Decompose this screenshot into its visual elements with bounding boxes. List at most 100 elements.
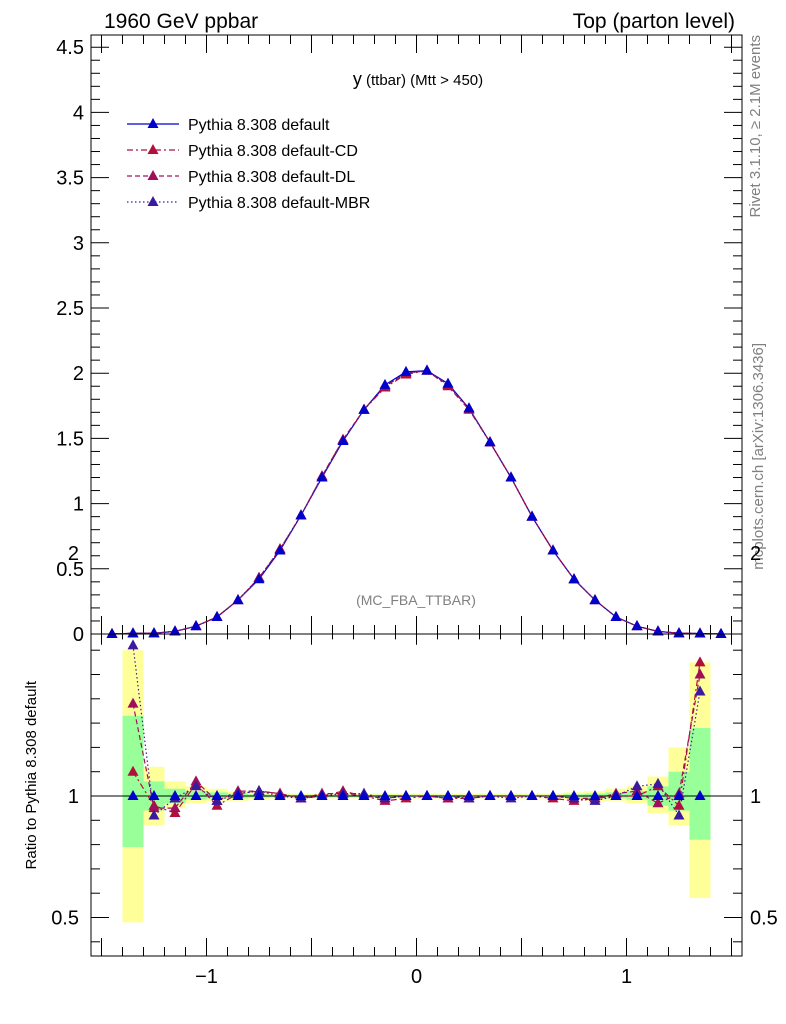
ratio-point [127,697,139,708]
ratio-point-default [400,790,412,800]
ratio-point-default [148,790,160,800]
ratio-point-default [232,790,244,800]
process-label: Top (parton level) [573,10,735,33]
ratio-point [148,802,160,813]
y-tick-label: 0.5 [56,559,84,581]
ratio-point-default [316,790,328,800]
y-tick-label: 1 [68,786,79,808]
ratio-point-default [127,790,139,800]
data-point [652,625,664,636]
y-tick-label-right: 0.5 [750,908,778,930]
data-point [694,627,706,638]
legend-marker [147,118,159,128]
ratio-point [673,809,685,820]
ratio-point [694,685,706,696]
ratio-point-default [589,790,601,800]
data-point [589,594,601,605]
x-tick-label: 0 [411,966,422,988]
ratio-point-default [358,790,370,800]
ratio-point [694,656,706,667]
data-point [400,365,412,376]
data-point [232,594,244,605]
data-point [295,509,307,520]
ratio-point-default [211,790,223,800]
ratio-point [652,797,664,808]
ratio-point [694,668,706,679]
ratio-point-default [190,790,202,800]
data-point [421,364,433,375]
legend-marker [147,144,159,154]
ratio-point-default [505,790,517,800]
x-axis: −1 0 1 [101,634,732,988]
ratio-point-default [652,790,664,800]
x-tick-label: −1 [195,966,218,988]
data-point [274,544,286,555]
main-panel: 0 0.5 1 1.5 2 2.5 3 3.5 4 4.5 y (ttbar) (Mtt > 45… [56,34,743,646]
ratio-line [132,662,701,814]
data-point [169,625,181,636]
ratio-point [127,765,139,776]
data-point [358,403,370,414]
data-point [148,627,160,638]
y-tick-label: 1 [73,494,84,516]
data-point [610,611,622,622]
ratio-point-default [526,790,538,800]
y-tick-label: 2 [68,543,79,565]
x-tick-label: 1 [621,966,632,988]
data-point [526,510,538,521]
y-tick-label-right: 1 [750,786,761,808]
ratio-point-default [547,790,559,800]
data-point [379,378,391,389]
legend-label: Pythia 8.308 default-CD [188,143,358,160]
ratio-point [652,777,664,788]
data-point [127,627,139,638]
data-point [547,544,559,555]
ratio-point-default [631,790,643,800]
legend: Pythia 8.308 default Pythia 8.308 default… [127,117,370,212]
data-point [463,402,475,413]
data-point [211,611,223,622]
data-point [505,471,517,482]
ratio-point-default [610,790,622,800]
ratio-panel: 0.5 0.5 1 1 2 2 −1 0 1 Ratio to Pythia 8.308 de… [23,543,778,988]
ratio-point-default [484,790,496,800]
y-tick-label: 3.5 [56,168,84,190]
plot-title: y (ttbar) (Mtt > 450) [353,69,483,89]
ratio-line [132,645,701,817]
legend-marker [147,170,159,180]
legend-marker [147,196,159,206]
y-tick-label: 2 [73,363,84,385]
data-point [673,627,685,638]
data-point [442,377,454,388]
band-green [122,715,144,848]
ratio-point [673,799,685,810]
legend-label: Pythia 8.308 default [188,117,330,134]
main-x-ticks [101,35,732,634]
y-tick-label: 1.5 [56,428,84,450]
ratio-point [631,780,643,791]
energy-label: 1960 GeV ppbar [104,10,258,33]
ratio-point-default [295,790,307,800]
data-point [715,628,727,638]
ratio-point-default [694,790,706,800]
uncertainty-bands [122,650,711,923]
ratio-point [127,639,139,650]
band-green [689,727,711,840]
y-tick-label-right: 2 [750,543,761,565]
ratio-point-default [253,790,265,800]
mcplots-label: mcplots.cern.ch [arXiv:1306.3436] [750,343,767,570]
plot-title-rest: (ttbar) (Mtt > 450) [362,72,483,89]
main-y-axis: 0 0.5 1 1.5 2 2.5 3 3.5 4 4.5 [56,37,742,646]
rivet-version-label: Rivet 3.1.10, ≥ 2.1M events [747,35,764,218]
y-tick-label: 4 [73,102,84,124]
data-point [484,436,496,447]
analysis-watermark: (MC_FBA_TTBAR) [356,592,476,608]
ratio-point-default [442,790,454,800]
ratio-point-default [673,790,685,800]
data-point [190,620,202,631]
ratio-point [169,802,181,813]
data-point [337,435,349,446]
ratio-point-default [379,790,391,800]
ratio-y-axis: 0.5 0.5 1 1 2 2 [51,543,778,943]
